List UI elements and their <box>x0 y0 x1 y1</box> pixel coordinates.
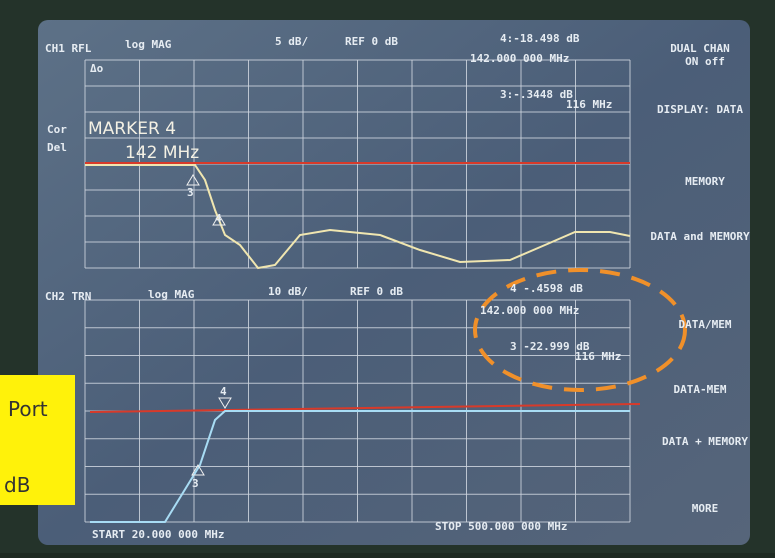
ch-label: CH2 TRN <box>45 290 91 303</box>
start: START 20.000 000 MHz <box>92 528 224 541</box>
softkey: DATA + MEMORY <box>662 435 748 448</box>
marker-num: 3 <box>192 477 199 490</box>
marker-num: 3 <box>187 186 194 199</box>
marker3-freq: 116 MHz <box>575 350 621 363</box>
overlay-text: dB <box>4 473 30 497</box>
softkey: DATA/MEM <box>679 318 732 331</box>
softkey: MORE <box>692 502 719 515</box>
softkey: DATA and MEMORY <box>650 230 750 243</box>
ref: REF 0 dB <box>345 35 398 48</box>
marker-freq: 142.000 000 MHz <box>480 304 579 317</box>
marker-title: MARKER 4 <box>88 119 176 139</box>
softkey: DATA-MEM <box>674 383 727 396</box>
stop: STOP 500.000 000 MHz <box>435 520 567 533</box>
delta: Δo <box>90 62 104 75</box>
marker3-freq: 116 MHz <box>566 98 612 111</box>
del: Del <box>47 141 67 154</box>
marker-num: 4 <box>220 385 227 398</box>
scale: 10 dB/ <box>268 285 308 298</box>
format: log MAG <box>125 38 172 51</box>
softkey: DUAL CHAN <box>670 42 730 55</box>
marker-freq: 142.000 000 MHz <box>470 52 569 65</box>
cor: Cor <box>47 123 67 136</box>
overlay-text: Port <box>8 397 48 421</box>
marker-readout: 4 -.4598 dB <box>510 282 583 295</box>
screen-photo: CH1 RFL log MAG 5 dB/ REF 0 dB 4:-18.498… <box>0 0 775 553</box>
marker3-readout: 3:-.3448 dB <box>500 88 573 101</box>
softkey: DISPLAY: DATA <box>657 103 743 116</box>
marker-num: 4 <box>215 212 222 225</box>
marker-value: 142 MHz <box>125 143 199 163</box>
scale: 5 dB/ <box>275 35 308 48</box>
marker-readout: 4:-18.498 dB <box>500 32 580 45</box>
softkey: ON off <box>685 55 725 68</box>
format: log MAG <box>148 288 195 301</box>
ch-label: CH1 RFL <box>45 42 92 55</box>
ref: REF 0 dB <box>350 285 403 298</box>
softkey: MEMORY <box>685 175 725 188</box>
